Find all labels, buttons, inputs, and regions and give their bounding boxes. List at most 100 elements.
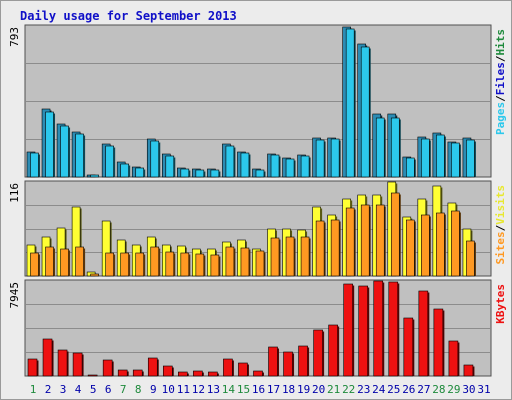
x-tick-label-21: 21 xyxy=(327,383,340,396)
visits-bar-sites-18 xyxy=(285,236,295,277)
hits-bar-pages-2 xyxy=(45,111,54,178)
visits-bar-sites-4 xyxy=(75,246,84,277)
hits-legend-separator: / xyxy=(494,55,507,62)
kbytes-legend-kbytes: KBytes xyxy=(494,284,507,324)
x-tick-label-13: 13 xyxy=(207,383,220,396)
hits-bar-pages-28 xyxy=(436,134,445,178)
x-tick-label-16: 16 xyxy=(252,383,265,396)
kbytes-bar-kbytes-15 xyxy=(238,362,248,377)
x-tick-label-2: 2 xyxy=(45,383,52,396)
x-tick-label-17: 17 xyxy=(267,383,280,396)
kbytes-y-max-label: 7945 xyxy=(8,282,21,309)
kbytes-bar-kbytes-10 xyxy=(162,365,173,377)
visits-bar-sites-27 xyxy=(421,214,430,277)
kbytes-bar-kbytes-9 xyxy=(147,357,158,377)
kbytes-bar-kbytes-3 xyxy=(57,349,68,377)
kbytes-bar-kbytes-17 xyxy=(268,346,278,377)
visits-legend-visits: Visits xyxy=(494,185,507,225)
kbytes-bar-kbytes-23 xyxy=(358,285,369,377)
x-tick-label-6: 6 xyxy=(105,383,112,396)
kbytes-bar-kbytes-11 xyxy=(178,371,188,377)
kbytes-bar-kbytes-18 xyxy=(283,351,293,377)
visits-bar-sites-10 xyxy=(165,251,175,277)
kbytes-bar-kbytes-20 xyxy=(313,329,323,377)
kbytes-bar-kbytes-21 xyxy=(328,324,338,377)
hits-bar-pages-27 xyxy=(421,138,430,178)
x-tick-label-7: 7 xyxy=(120,383,127,396)
kbytes-bar-kbytes-30 xyxy=(463,364,474,377)
x-tick-label-31: 31 xyxy=(477,383,490,396)
hits-bar-pages-17 xyxy=(270,154,280,178)
hits-bar-pages-29 xyxy=(451,142,460,178)
visits-bar-sites-3 xyxy=(60,248,69,277)
visits-bar-sites-12 xyxy=(195,253,205,277)
kbytes-bar-kbytes-13 xyxy=(208,371,218,377)
hits-bar-pages-6 xyxy=(105,145,114,178)
x-tick-label-19: 19 xyxy=(297,383,310,396)
visits-bar-sites-21 xyxy=(330,219,340,277)
visits-bar-sites-26 xyxy=(406,219,415,277)
hits-bar-pages-1 xyxy=(30,152,39,178)
x-tick-label-29: 29 xyxy=(447,383,460,396)
x-tick-label-28: 28 xyxy=(432,383,445,396)
hits-bar-pages-9 xyxy=(150,140,160,178)
x-tick-label-11: 11 xyxy=(177,383,190,396)
x-tick-label-8: 8 xyxy=(135,383,142,396)
kbytes-bar-kbytes-4 xyxy=(72,352,83,377)
visits-y-max-label: 116 xyxy=(8,183,21,203)
hits-bar-pages-12 xyxy=(195,169,205,178)
visits-bar-sites-5 xyxy=(90,273,99,277)
hits-bar-pages-22 xyxy=(345,28,355,178)
chart-title: Daily usage for September 2013 xyxy=(20,9,237,23)
kbytes-side-legend: KBytes xyxy=(494,284,507,324)
kbytes-bar-kbytes-14 xyxy=(223,358,233,377)
hits-legend-separator: / xyxy=(494,95,507,102)
x-tick-label-15: 15 xyxy=(237,383,250,396)
kbytes-bar-kbytes-22 xyxy=(343,283,353,377)
hits-bar-pages-20 xyxy=(315,139,325,178)
x-tick-label-22: 22 xyxy=(342,383,355,396)
visits-bar-sites-30 xyxy=(466,240,475,277)
kbytes-bar-kbytes-7 xyxy=(117,369,128,377)
hits-side-legend: Pages/Files/Hits xyxy=(494,29,507,135)
visits-bar-sites-14 xyxy=(225,246,235,277)
kbytes-bar-kbytes-26 xyxy=(403,317,414,377)
kbytes-bar-kbytes-8 xyxy=(132,369,143,377)
visits-bar-sites-24 xyxy=(375,204,385,277)
kbytes-bar-kbytes-6 xyxy=(102,359,113,377)
visits-bar-sites-7 xyxy=(120,252,129,277)
hits-bar-pages-14 xyxy=(225,145,235,178)
hits-bar-pages-3 xyxy=(60,125,69,178)
x-tick-label-4: 4 xyxy=(75,383,82,396)
hits-bar-pages-10 xyxy=(165,155,175,178)
visits-bar-sites-8 xyxy=(135,252,145,277)
visits-side-legend: Sites/Visits xyxy=(494,185,507,265)
visits-bar-sites-11 xyxy=(180,252,190,277)
visits-bar-sites-9 xyxy=(150,246,160,277)
hits-bar-pages-25 xyxy=(390,117,400,178)
visits-bar-sites-29 xyxy=(451,210,460,277)
x-tick-label-24: 24 xyxy=(372,383,386,396)
visits-bar-sites-2 xyxy=(45,246,54,277)
visits-bar-sites-13 xyxy=(210,254,220,277)
x-tick-label-5: 5 xyxy=(90,383,97,396)
visits-bar-sites-1 xyxy=(30,252,39,277)
kbytes-bar-kbytes-27 xyxy=(418,290,429,377)
hits-bar-pages-23 xyxy=(360,46,370,178)
hits-bar-pages-30 xyxy=(466,139,475,178)
x-tick-label-18: 18 xyxy=(282,383,295,396)
hits-bar-pages-15 xyxy=(240,152,250,178)
visits-bar-sites-6 xyxy=(105,252,114,277)
visits-bar-sites-28 xyxy=(436,212,445,277)
hits-bar-pages-8 xyxy=(135,167,145,178)
visits-bar-sites-22 xyxy=(345,207,355,277)
hits-y-max-label: 793 xyxy=(8,27,21,47)
x-tick-label-1: 1 xyxy=(30,383,37,396)
x-tick-label-20: 20 xyxy=(312,383,325,396)
hits-bar-pages-16 xyxy=(255,169,265,178)
kbytes-bar-kbytes-1 xyxy=(27,358,38,377)
x-tick-label-23: 23 xyxy=(357,383,370,396)
hits-bar-pages-13 xyxy=(210,169,220,178)
hits-bar-pages-19 xyxy=(300,155,310,178)
